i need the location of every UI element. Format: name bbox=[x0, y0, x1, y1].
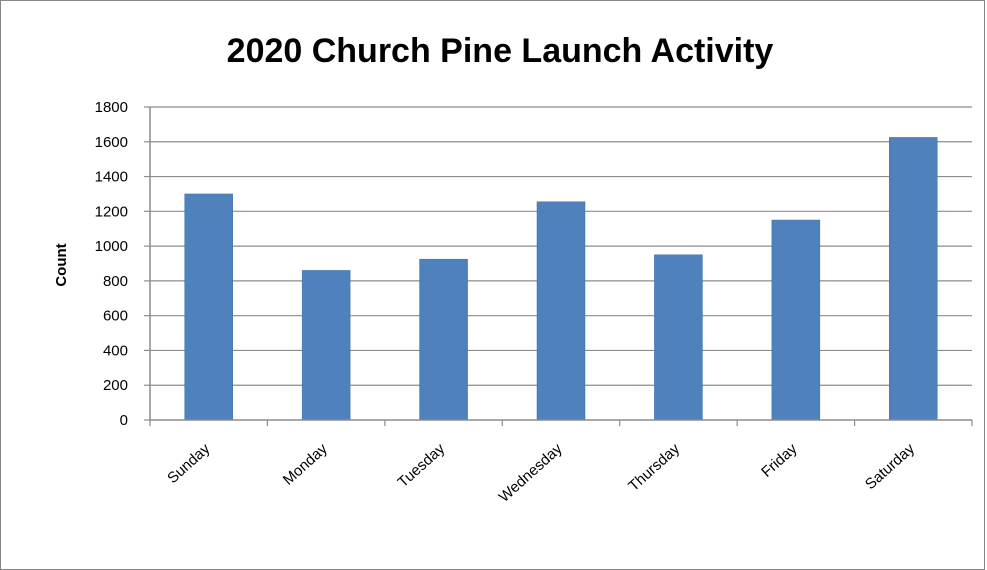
x-tick-label-tuesday: Tuesday bbox=[395, 440, 449, 491]
x-tick-label-monday: Monday bbox=[280, 440, 331, 489]
y-axis-label: Count bbox=[53, 243, 70, 286]
bar-saturday bbox=[889, 137, 938, 421]
bar-sunday bbox=[184, 193, 233, 421]
y-tick-labels: 0 200 400 600 800 1000 1200 1400 1600 1800 bbox=[95, 99, 128, 429]
bar-thursday bbox=[654, 254, 703, 421]
x-tick-label-sunday: Sunday bbox=[164, 440, 214, 487]
y-tick-label-0: 0 bbox=[120, 412, 128, 429]
y-tick-label-1600: 1600 bbox=[95, 134, 128, 151]
y-tick-label-1200: 1200 bbox=[95, 203, 128, 220]
x-tick-labels: Sunday Monday Tuesday Wednesday Thursday Frid… bbox=[164, 440, 918, 506]
y-tick-label-800: 800 bbox=[103, 273, 128, 290]
bar-chart: 2020 Church Pine Launch Activity Count 0… bbox=[53, 32, 973, 506]
bar-friday bbox=[771, 219, 821, 421]
bar-tuesday bbox=[419, 258, 468, 421]
x-tick-label-friday: Friday bbox=[758, 440, 801, 481]
y-tick-label-200: 200 bbox=[103, 377, 128, 394]
y-tick-label-600: 600 bbox=[103, 308, 128, 325]
y-tick-label-400: 400 bbox=[103, 342, 128, 359]
y-tick-label-1400: 1400 bbox=[95, 169, 128, 186]
x-tick-label-wednesday: Wednesday bbox=[496, 440, 566, 506]
chart-title: 2020 Church Pine Launch Activity bbox=[227, 32, 774, 70]
axes bbox=[149, 107, 973, 426]
bar-monday bbox=[301, 270, 351, 421]
bars bbox=[184, 137, 938, 421]
y-tick-label-1000: 1000 bbox=[95, 238, 128, 255]
y-tick-label-1800: 1800 bbox=[95, 99, 128, 116]
x-tick-label-thursday: Thursday bbox=[625, 440, 683, 495]
bar-wednesday bbox=[536, 201, 586, 421]
x-tick-label-saturday: Saturday bbox=[862, 440, 918, 493]
